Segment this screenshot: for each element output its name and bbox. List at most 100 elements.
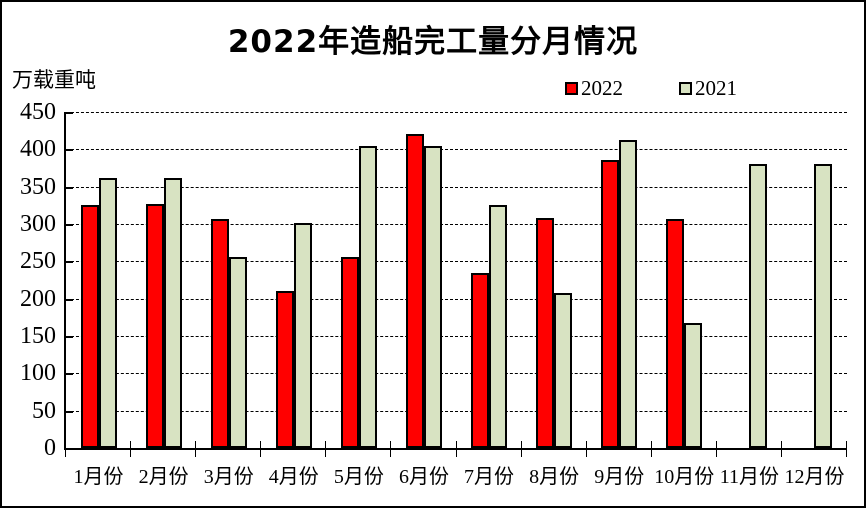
bar-2021-4月份 <box>293 222 312 448</box>
bar-2021-8月份 <box>554 293 573 448</box>
bar-2022-3月份 <box>210 218 229 448</box>
legend: 2022 2021 <box>565 76 737 101</box>
x-axis-label-11月份: 11月份 <box>719 466 779 488</box>
x-boundary-tick-inner <box>650 441 652 448</box>
y-axis-unit-label: 万载重吨 <box>12 68 96 92</box>
x-boundary-tick-inner <box>846 441 847 448</box>
x-axis-label-7月份: 7月份 <box>464 466 515 488</box>
x-boundary-tick-inner <box>585 441 587 448</box>
gridline-100 <box>66 373 847 375</box>
legend-label-2022: 2022 <box>581 76 623 100</box>
x-boundary-tick-inner <box>390 441 392 448</box>
y-tick-label-350: 350 <box>20 173 56 200</box>
x-boundary-tick-outer <box>455 450 457 457</box>
x-boundary-tick-inner <box>520 441 522 448</box>
bar-2022-5月份 <box>340 256 359 448</box>
bar-2021-5月份 <box>358 146 377 448</box>
chart-title: 2022年造船完工量分月情况 <box>227 24 639 60</box>
x-boundary-tick-inner <box>455 441 457 448</box>
gridline-50 <box>66 410 847 412</box>
bar-2022-2月份 <box>145 203 164 448</box>
bar-2022-9月份 <box>601 159 620 448</box>
x-axis-label-8月份: 8月份 <box>529 466 580 488</box>
legend-label-2021: 2021 <box>695 76 737 100</box>
x-boundary-tick-inner <box>715 441 717 448</box>
y-tick-250 <box>66 261 73 264</box>
bar-2022-1月份 <box>80 204 99 448</box>
y-tick-150 <box>66 336 73 338</box>
gridline-250 <box>66 261 847 263</box>
bar-2021-11月份 <box>749 164 768 448</box>
x-boundary-tick-outer <box>520 450 522 457</box>
x-boundary-tick-inner <box>780 441 782 448</box>
legend-swatch-2021 <box>679 82 692 95</box>
bar-2022-7月份 <box>471 272 490 448</box>
bar-2022-8月份 <box>536 218 555 448</box>
x-boundary-tick-outer <box>650 450 652 457</box>
bar-2021-2月份 <box>163 178 182 448</box>
gridline-350 <box>66 186 847 188</box>
bar-2021-1月份 <box>98 178 117 448</box>
x-boundary-tick-outer <box>65 450 66 457</box>
bar-2021-3月份 <box>228 256 247 448</box>
x-boundary-tick-outer <box>715 450 717 457</box>
bar-2021-10月份 <box>684 323 703 448</box>
y-tick-100 <box>66 373 73 376</box>
x-boundary-tick-outer <box>846 450 847 457</box>
x-axis-label-9月份: 9月份 <box>594 466 645 488</box>
y-tick-label-150: 150 <box>20 323 56 349</box>
y-tick-label-100: 100 <box>20 360 56 387</box>
y-tick-450 <box>66 112 73 114</box>
y-tick-200 <box>66 298 73 301</box>
y-tick-label-200: 200 <box>20 285 56 312</box>
y-tick-350 <box>66 186 73 189</box>
y-tick-label-250: 250 <box>20 248 56 275</box>
legend-item-2021: 2021 <box>679 76 737 101</box>
x-boundary-tick-outer <box>390 450 392 457</box>
x-boundary-tick-inner <box>195 441 197 448</box>
x-axis-label-6月份: 6月份 <box>398 466 449 488</box>
x-boundary-tick-outer <box>130 450 132 457</box>
y-tick-label-50: 50 <box>32 397 56 424</box>
y-tick-label-400: 400 <box>20 136 56 163</box>
bar-2021-7月份 <box>489 204 508 448</box>
gridline-450 <box>66 112 847 113</box>
gridline-300 <box>66 224 847 225</box>
y-tick-50 <box>66 410 73 413</box>
x-boundary-tick-outer <box>585 450 587 457</box>
x-boundary-tick-inner <box>65 441 66 448</box>
gridline-400 <box>66 149 847 151</box>
y-tick-label-0: 0 <box>44 435 56 461</box>
legend-swatch-2022 <box>565 82 578 95</box>
x-axis-label-4月份: 4月份 <box>268 466 319 488</box>
x-axis-label-1月份: 1月份 <box>73 466 124 488</box>
x-boundary-tick-inner <box>130 441 132 448</box>
bar-2021-9月份 <box>619 139 638 448</box>
x-boundary-tick-inner <box>325 441 327 448</box>
y-tick-label-300: 300 <box>20 211 56 237</box>
x-axis-label-5月份: 5月份 <box>333 466 384 488</box>
x-boundary-tick-outer <box>260 450 262 457</box>
x-boundary-tick-outer <box>780 450 782 457</box>
x-boundary-tick-outer <box>195 450 197 457</box>
bar-2021-12月份 <box>814 163 833 448</box>
x-axis-label-3月份: 3月份 <box>203 466 254 488</box>
legend-item-2022: 2022 <box>565 76 623 101</box>
x-boundary-tick-inner <box>260 441 262 448</box>
x-axis-label-10月份: 10月份 <box>654 466 715 488</box>
bar-2022-10月份 <box>666 218 685 448</box>
plot-area <box>66 112 847 448</box>
x-axis-label-12月份: 12月份 <box>784 466 845 488</box>
y-tick-400 <box>66 149 73 152</box>
x-axis-label-2月份: 2月份 <box>138 466 189 488</box>
y-tick-label-450: 450 <box>20 99 56 125</box>
bar-2022-6月份 <box>405 133 424 448</box>
bar-2021-6月份 <box>423 145 442 448</box>
x-boundary-tick-outer <box>325 450 327 457</box>
y-axis-line <box>64 112 66 450</box>
x-axis-line <box>64 448 847 450</box>
bar-2022-4月份 <box>275 291 294 448</box>
gridline-200 <box>66 298 847 300</box>
gridline-150 <box>66 336 847 337</box>
